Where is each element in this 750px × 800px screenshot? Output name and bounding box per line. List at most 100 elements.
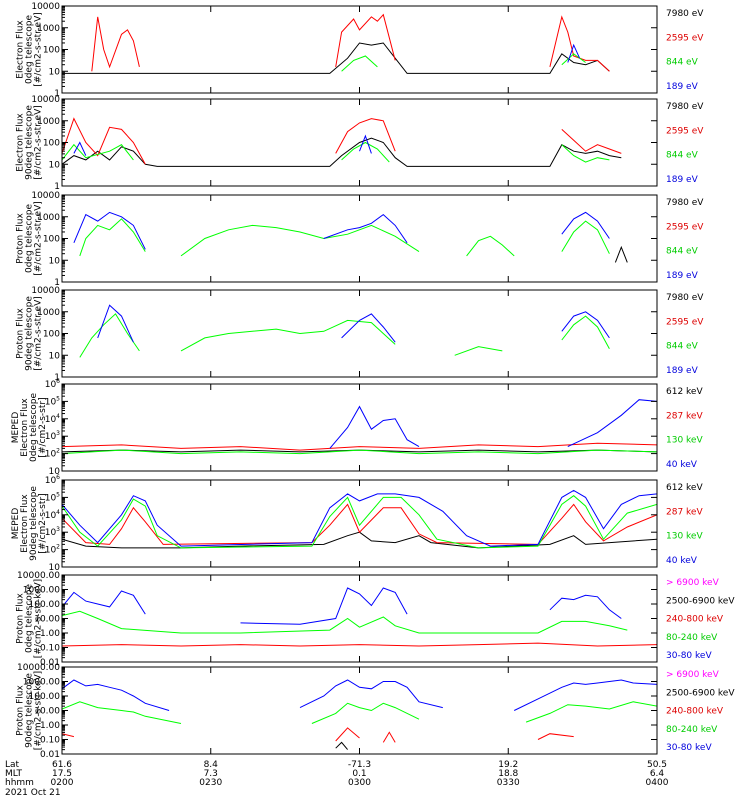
series-line-green-0: [62, 143, 134, 161]
y-tick-label: 10: [49, 563, 61, 573]
series-line-blue-0: [62, 679, 170, 711]
orbit-value: 50.5: [647, 760, 667, 770]
series-line-red-0: [91, 16, 140, 72]
y-tick-label: 10000: [31, 286, 60, 296]
y-tick-label: 100: [43, 235, 60, 245]
series-line-blue-2: [561, 311, 610, 339]
y-axis-label: 90deg telescope: [25, 673, 35, 748]
series-line-green-0: [62, 449, 657, 455]
legend-entry: 844 eV: [666, 247, 699, 257]
series-line-green-2: [561, 144, 610, 163]
legend-entry: 844 eV: [666, 151, 699, 161]
series-line-blue-0: [329, 405, 420, 449]
y-tick-label: 10: [49, 160, 61, 170]
y-tick-label: 0.01: [40, 750, 60, 760]
series-line-green-1: [311, 702, 420, 724]
y-axis-label: 0deg telescope: [25, 584, 35, 654]
y-axis-label: Proton Flux: [16, 213, 26, 264]
orbit-value: 8.4: [204, 760, 219, 770]
y-tick-label: 0.10: [40, 736, 60, 746]
series-line-blue-2: [513, 679, 657, 711]
legend-entry: 2500-6900 keV: [666, 688, 735, 698]
legend-entry: > 6900 keV: [666, 578, 720, 588]
panel-frame: [61, 5, 658, 94]
series-line-red-1: [335, 118, 396, 154]
legend-entry: 2595 eV: [666, 33, 704, 43]
y-axis-label: Electron Flux: [16, 20, 26, 79]
y-axis-label: MEPED: [11, 412, 21, 444]
y-axis-label: [#/cm2-s-str-eV]: [34, 12, 44, 87]
legend-entry: 7980 eV: [666, 198, 704, 208]
y-tick-label: 1: [54, 182, 60, 192]
panel-1: 1 10 100 1000 10000 Electron Flux 0deg telesco…: [16, 2, 705, 99]
y-axis-label: [#/cm2-s-str-keV]: [34, 579, 44, 658]
y-tick-label: 1000.00: [23, 678, 60, 688]
panel-4: 1 10 100 1000 10000 Proton Flux 90deg telescop…: [16, 286, 705, 383]
legend-entry: 189 eV: [666, 82, 699, 92]
y-tick-label: 10000: [31, 2, 60, 12]
y-tick-label: 10000.00: [17, 571, 60, 581]
y-axis-label: Electron Flux: [20, 494, 30, 553]
series-line-red-2: [561, 129, 622, 154]
series-line-blue-1: [359, 134, 372, 154]
legend-entry: 287 keV: [666, 507, 703, 517]
series-line-blue-2: [549, 594, 622, 619]
y-tick-label: 10000.00: [17, 663, 60, 673]
y-tick-label: 10.00: [34, 707, 60, 717]
legend-entry: 2595 eV: [666, 222, 704, 232]
series-line-red-3: [537, 733, 574, 740]
series-group: [79, 304, 610, 358]
legend-entry: 612 keV: [666, 483, 703, 493]
y-tick-label: 10: [49, 256, 61, 266]
series-line-blue-0: [62, 489, 657, 547]
orbit-value: 17.5: [52, 769, 72, 779]
series-line-black-0: [335, 741, 348, 750]
y-tick-label: 10: [49, 467, 61, 477]
y-axis-label: MEPED: [11, 508, 21, 540]
legend-entry: 30-80 keV: [666, 743, 712, 753]
series-line-blue-1: [299, 679, 443, 709]
series-line-green-2: [525, 701, 657, 723]
series-line-green-0: [341, 55, 378, 72]
series-line-green-3: [561, 315, 610, 349]
legend-entry: 2595 eV: [666, 317, 704, 327]
y-tick-label: 10000: [31, 191, 60, 201]
series-group: [62, 679, 657, 750]
series-group: [62, 489, 657, 549]
series-line-blue-0: [567, 43, 581, 63]
series-line-red-0: [62, 442, 657, 451]
y-tick-label: 1000.00: [23, 586, 60, 596]
y-tick-label: 1000: [37, 24, 60, 34]
orbit-row-label: Lat: [5, 760, 20, 770]
panels-group: 1 10 100 1000 10000 Electron Flux 0deg telesco…: [11, 2, 735, 760]
legend-entry: 189 eV: [666, 366, 699, 376]
legend-entry: 189 eV: [666, 175, 699, 185]
y-tick-label: 1.00: [40, 721, 60, 731]
y-tick-label: 100.00: [29, 692, 61, 702]
orbit-value: 7.3: [204, 769, 218, 779]
series-line-green-1: [180, 224, 420, 257]
legend-entry: 40 keV: [666, 556, 698, 566]
series-line-green-0: [62, 701, 182, 724]
series-line-red-0: [62, 733, 75, 738]
legend-entry: 7980 eV: [666, 9, 704, 19]
legend-entry: 844 eV: [666, 58, 699, 68]
legend-entry: 240-800 keV: [666, 707, 724, 717]
y-tick-label: 10: [49, 351, 61, 361]
y-tick-label: 1.00: [40, 629, 60, 639]
y-tick-label: 100: [43, 330, 60, 340]
y-tick-label: 100: [43, 46, 60, 56]
series-line-blue-0: [62, 590, 146, 615]
series-line-black-0: [614, 245, 628, 263]
orbit-value: 0.1: [352, 769, 366, 779]
series-line-black-0: [62, 531, 657, 549]
series-line-black-0: [62, 137, 622, 167]
series-line-green-1: [561, 53, 586, 66]
panel-3: 1 10 100 1000 10000 Proton Flux 0deg telescope…: [16, 191, 705, 288]
y-tick-label: 106: [45, 474, 60, 486]
series-line-blue-1: [567, 399, 657, 448]
orbit-value: 18.8: [498, 769, 518, 779]
series-line-green-0: [62, 495, 657, 549]
y-tick-label: 1: [54, 89, 60, 99]
series-line-blue-0: [73, 211, 146, 250]
